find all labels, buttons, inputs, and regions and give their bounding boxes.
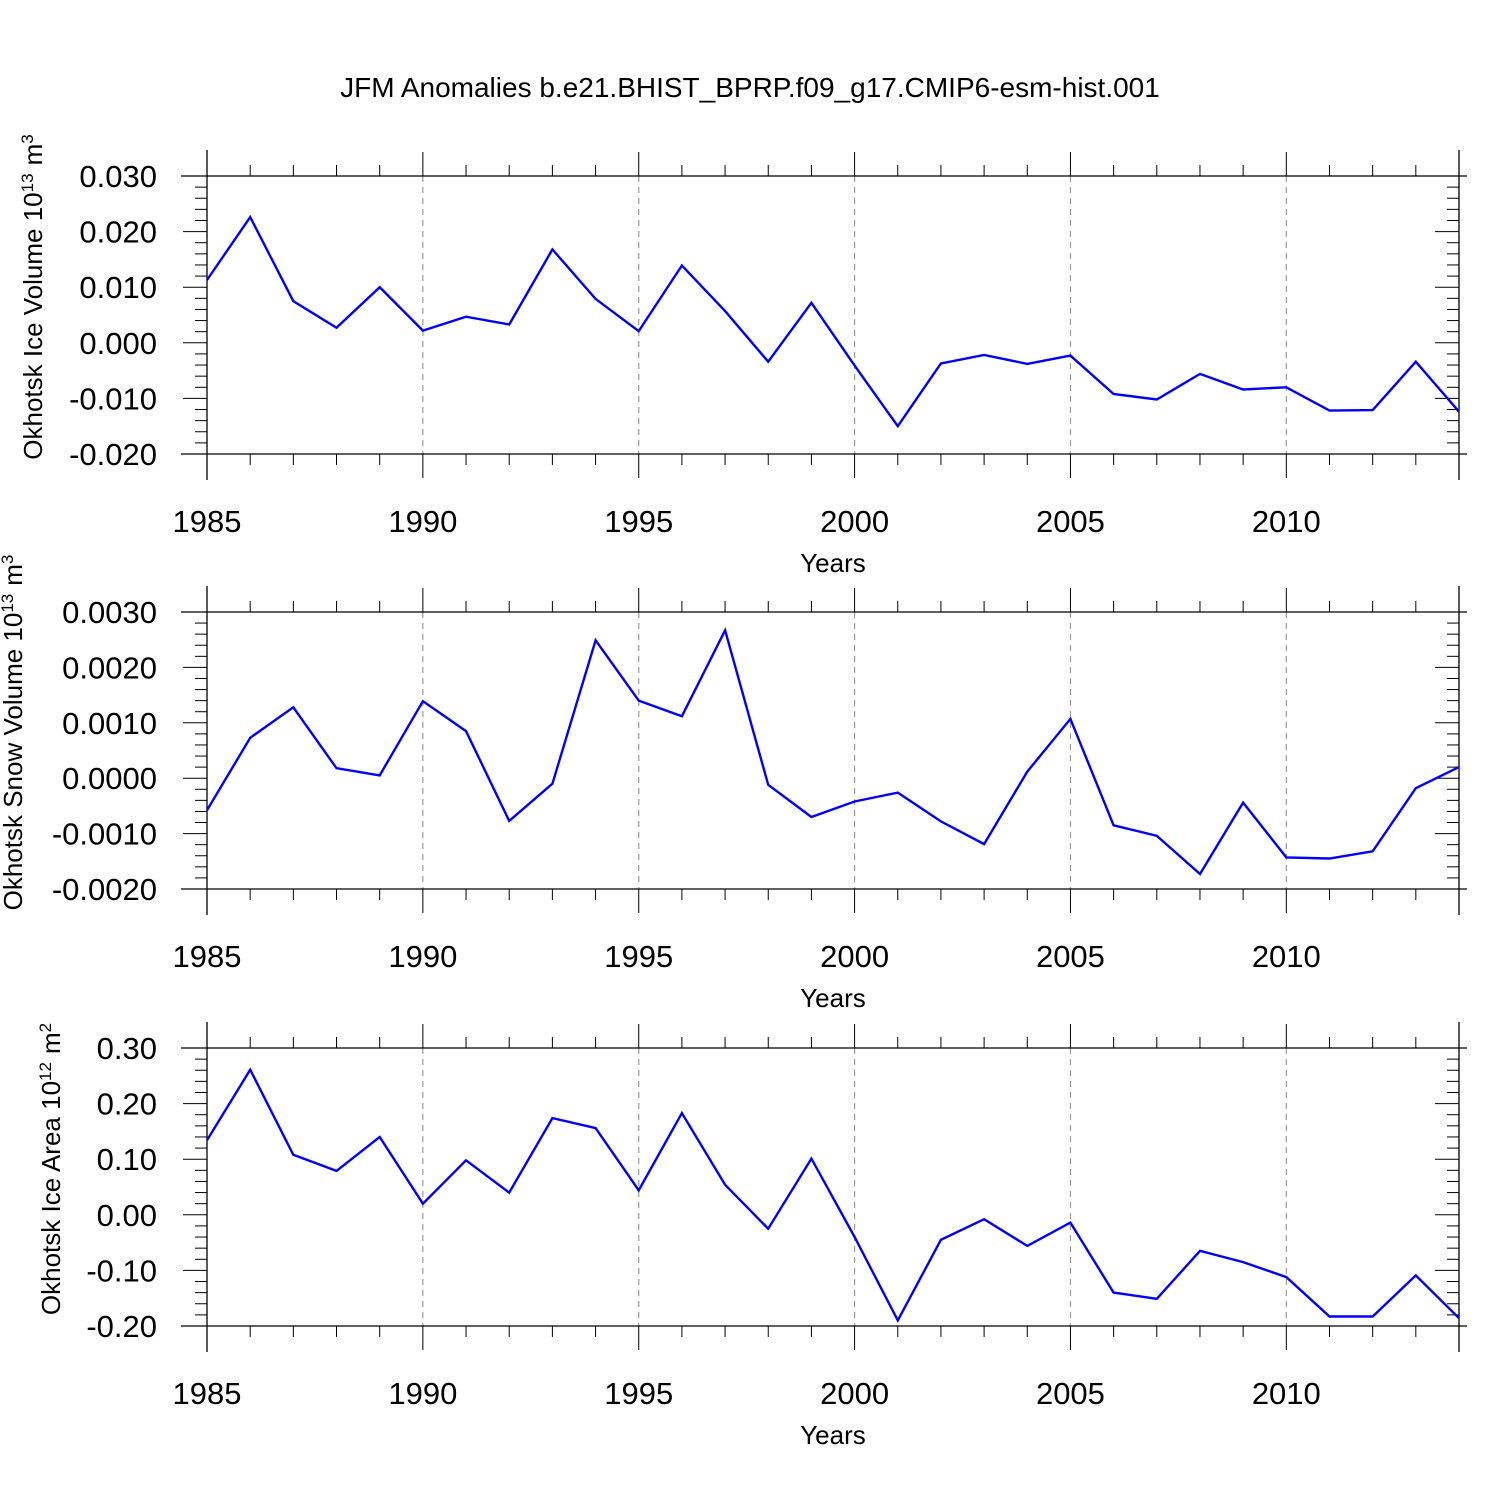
series-line bbox=[205, 626, 1460, 876]
y-tick-label: 0.30 bbox=[97, 1031, 157, 1066]
x-tick-label: 2005 bbox=[1036, 504, 1105, 539]
x-tick-label: 1995 bbox=[604, 1376, 673, 1411]
y-tick-label: -0.020 bbox=[69, 437, 157, 472]
y-axis-title-part: 3 bbox=[18, 134, 37, 143]
y-axis-title-part: 13 bbox=[0, 594, 17, 613]
y-axis-title-part: Okhotsk Snow Volume 10 bbox=[0, 613, 28, 911]
y-axis-title-part: Okhotsk Ice Volume 10 bbox=[18, 192, 48, 459]
x-tick-label: 2010 bbox=[1252, 504, 1321, 539]
x-axis-title: Years bbox=[800, 1420, 866, 1450]
x-tick-label: 2010 bbox=[1252, 939, 1321, 974]
y-axis-title-part: 13 bbox=[18, 173, 37, 192]
x-axis-title: Years bbox=[800, 983, 866, 1013]
panel-ice-area: -0.20 -0.10 0.00 0.10 0.20 0.30 1985 1990 1995 20… bbox=[36, 1022, 1467, 1450]
panel-ice-volume: -0.020 -0.010 0.000 0.010 0.020 0.030 1985 1990… bbox=[18, 134, 1467, 578]
x-tick-label: 1995 bbox=[604, 504, 673, 539]
y-tick-label: 0.000 bbox=[79, 326, 157, 361]
y-axis-title-part: 2 bbox=[36, 1023, 55, 1032]
x-tick-label: 2005 bbox=[1036, 1376, 1105, 1411]
y-axis-title-part: m bbox=[18, 144, 48, 166]
y-axis-title-part: 12 bbox=[36, 1062, 55, 1081]
x-tick-label: 1985 bbox=[173, 939, 242, 974]
panel-snow-volume: -0.0020 -0.0010 0.0000 0.0010 0.0020 0.0030 19… bbox=[0, 555, 1467, 1013]
y-tick-label: 0.00 bbox=[97, 1198, 157, 1233]
x-tick-label: 2000 bbox=[820, 939, 889, 974]
x-tick-label: 1990 bbox=[388, 504, 457, 539]
y-axis-title-part: Okhotsk Ice Area 10 bbox=[36, 1081, 66, 1315]
x-tick-label: 2000 bbox=[820, 1376, 889, 1411]
y-tick-label: -0.0020 bbox=[52, 872, 157, 907]
x-tick-label: 1985 bbox=[173, 504, 242, 539]
series-line bbox=[205, 1067, 1460, 1323]
y-axis-title-part: 3 bbox=[0, 555, 17, 564]
y-tick-label: -0.20 bbox=[86, 1309, 157, 1344]
y-tick-label: 0.0030 bbox=[62, 595, 157, 630]
x-tick-label: 2010 bbox=[1252, 1376, 1321, 1411]
y-tick-label: 0.20 bbox=[97, 1087, 157, 1122]
y-tick-label: -0.0010 bbox=[52, 817, 157, 852]
y-axis-title: Okhotsk Ice Area 1012 m2 bbox=[36, 1023, 67, 1315]
y-tick-label: 0.0010 bbox=[62, 706, 157, 741]
y-tick-label: 0.0000 bbox=[62, 761, 157, 796]
y-tick-label: 0.0020 bbox=[62, 650, 157, 685]
x-tick-label: 2005 bbox=[1036, 939, 1105, 974]
y-tick-label: 0.010 bbox=[79, 270, 157, 305]
y-tick-label: 0.030 bbox=[79, 159, 157, 194]
y-tick-label: -0.10 bbox=[86, 1253, 157, 1288]
y-axis-title-part: m bbox=[36, 1032, 66, 1054]
y-axis-title: Okhotsk Snow Volume 1013 m3 bbox=[0, 555, 28, 911]
x-tick-label: 2000 bbox=[820, 504, 889, 539]
figure-title: JFM Anomalies b.e21.BHIST_BPRP.f09_g17.C… bbox=[340, 72, 1160, 103]
x-tick-label: 1990 bbox=[388, 939, 457, 974]
y-tick-label: -0.010 bbox=[69, 381, 157, 416]
y-axis-title-part: m bbox=[0, 564, 28, 586]
series-line bbox=[206, 214, 1460, 429]
x-tick-label: 1990 bbox=[388, 1376, 457, 1411]
y-tick-label: 0.10 bbox=[97, 1142, 157, 1177]
x-tick-label: 1995 bbox=[604, 939, 673, 974]
y-tick-label: 0.020 bbox=[79, 215, 157, 250]
x-tick-label: 1985 bbox=[173, 1376, 242, 1411]
y-axis-title: Okhotsk Ice Volume 1013 m3 bbox=[18, 134, 49, 459]
x-axis-title: Years bbox=[800, 548, 866, 578]
